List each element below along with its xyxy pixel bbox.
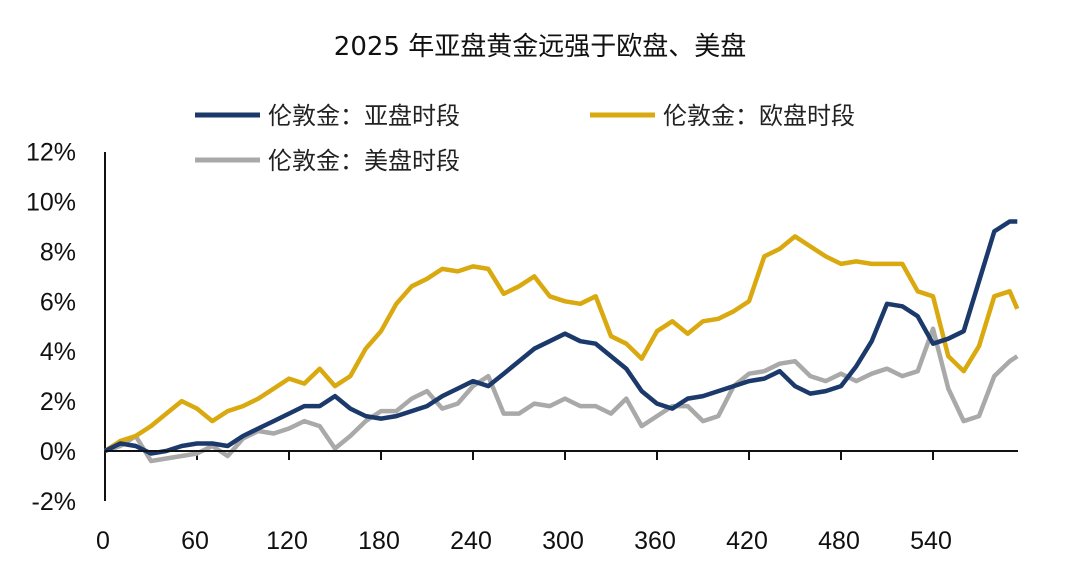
chart-title: 2025 年亚盘黄金远强于欧盘、美盘 [334, 32, 746, 62]
y-tick-label: -2% [32, 488, 76, 516]
y-tick-label: 8% [40, 238, 76, 266]
series-line-asia [104, 219, 1018, 456]
x-tick-label: 480 [818, 527, 860, 555]
x-tick-label: 0 [96, 527, 110, 555]
y-tick-label: 12% [26, 139, 76, 167]
x-tick-label: 300 [542, 527, 584, 555]
y-tick-label: 2% [40, 388, 76, 416]
series-lines [103, 219, 1020, 464]
x-tick-label: 120 [266, 527, 308, 555]
x-tick-label: 540 [910, 527, 952, 555]
y-tick-label: 4% [40, 338, 76, 366]
legend-label-europe: 伦敦金：欧盘时段 [663, 102, 855, 130]
x-tick-label: 360 [634, 527, 676, 555]
x-tick-label: 240 [450, 527, 492, 555]
x-tick-label: 180 [358, 527, 400, 555]
y-tick-label: 10% [26, 189, 76, 217]
y-tick-label: 6% [40, 288, 76, 316]
x-tick-label: 60 [181, 527, 209, 555]
series-line-us [104, 326, 1019, 464]
x-axis-ticks: 0 60 120 180 240 300 360 420 480 540 [96, 451, 952, 555]
y-axis-ticks: -2% 0% 2% 4% 6% 8% 10% 12% [26, 139, 76, 516]
x-tick-label: 420 [726, 527, 768, 555]
y-tick-label: 0% [40, 438, 76, 466]
legend-label-us: 伦敦金：美盘时段 [268, 147, 460, 175]
legend: 伦敦金：亚盘时段 伦敦金：欧盘时段 伦敦金：美盘时段 [195, 102, 855, 175]
series-line-europe [103, 234, 1020, 453]
legend-label-asia: 伦敦金：亚盘时段 [268, 102, 460, 130]
